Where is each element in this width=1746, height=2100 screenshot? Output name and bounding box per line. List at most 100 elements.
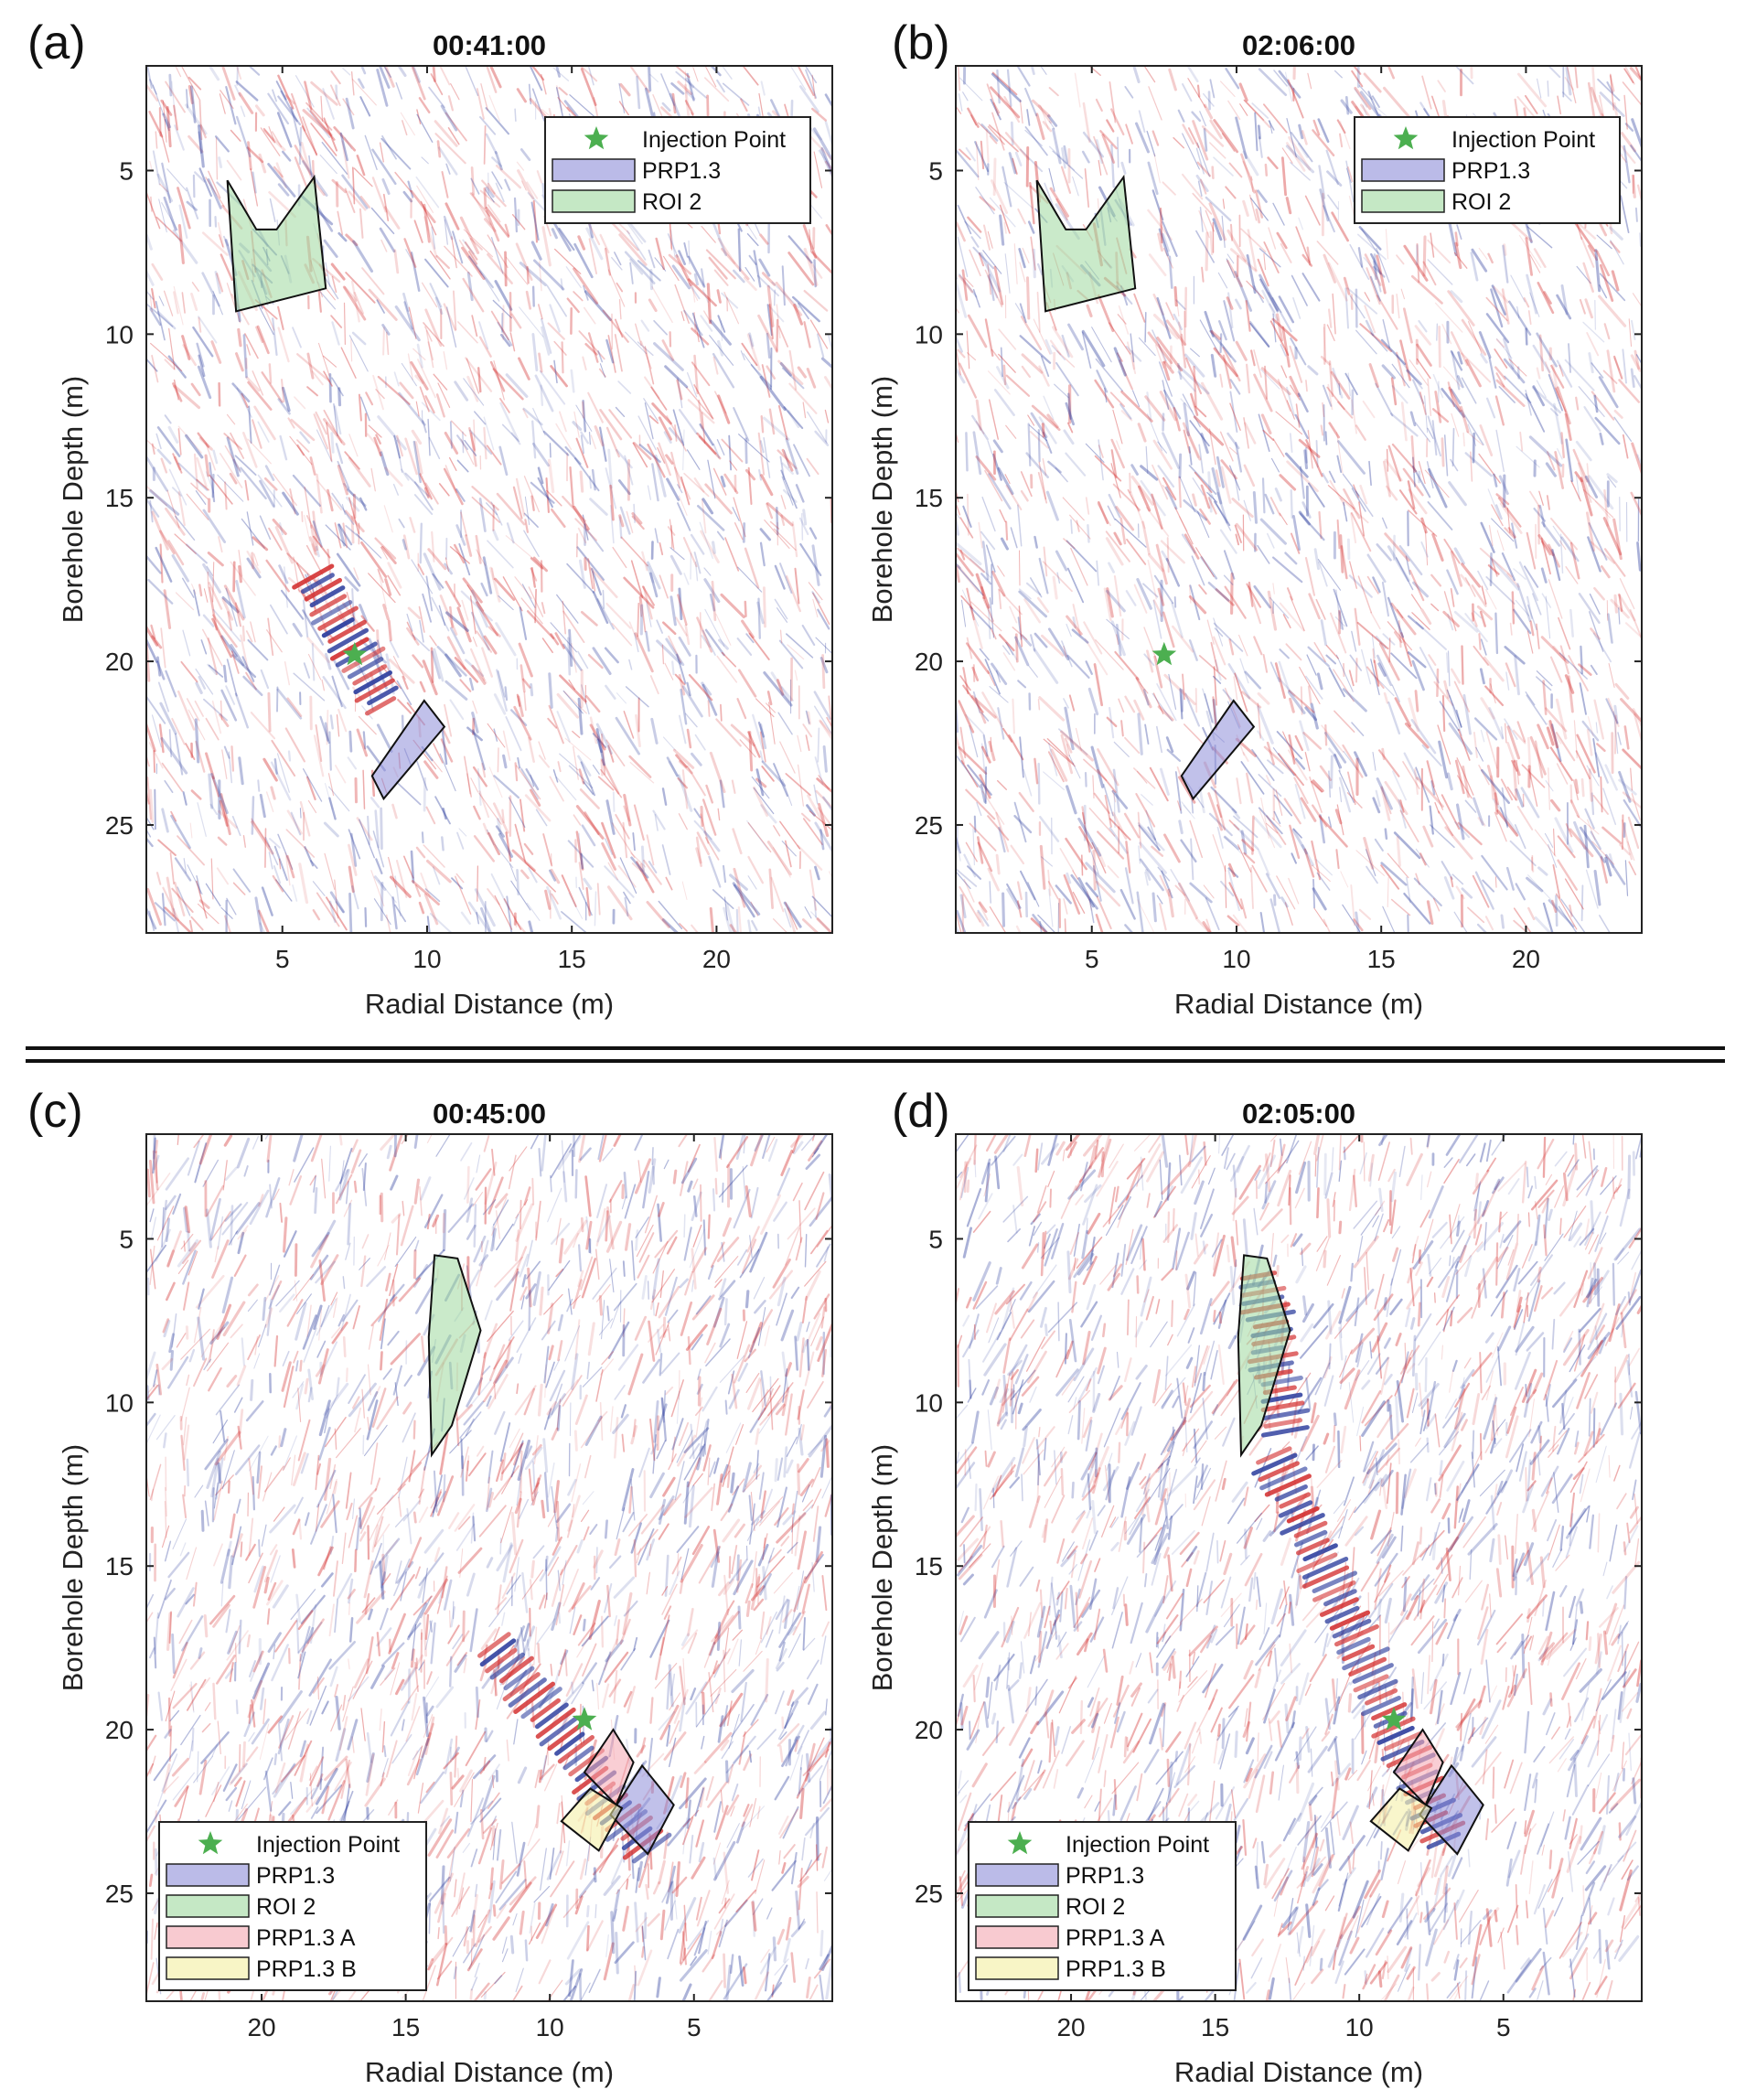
noise-streak (699, 521, 713, 560)
noise-streak (1491, 559, 1498, 577)
anomaly-streak (304, 577, 342, 602)
noise-streak (258, 305, 274, 336)
noise-streak (548, 672, 553, 709)
noise-streak (1470, 252, 1479, 282)
noise-streak (494, 151, 503, 171)
noise-streak (1156, 296, 1172, 339)
noise-streak (781, 448, 794, 472)
noise-streak (350, 70, 355, 96)
noise-streak (541, 638, 553, 654)
noise-streak (1490, 557, 1520, 591)
noise-streak (605, 467, 617, 509)
noise-streak (248, 405, 252, 444)
noise-streak (346, 488, 367, 507)
noise-streak (1212, 675, 1222, 684)
noise-streak (711, 1931, 723, 1959)
noise-streak (491, 171, 503, 190)
noise-streak (1114, 518, 1147, 548)
noise-streak (1063, 538, 1076, 550)
noise-streak (1587, 536, 1601, 573)
noise-streak (435, 393, 445, 418)
noise-streak (245, 376, 261, 392)
noise-streak (728, 434, 732, 471)
noise-streak (674, 466, 691, 500)
noise-streak (278, 858, 282, 870)
noise-streak (195, 681, 203, 695)
noise-streak (1258, 413, 1270, 453)
noise-streak (223, 915, 232, 933)
noise-streak (549, 1847, 555, 1880)
noise-streak (497, 321, 513, 347)
noise-streak (1037, 104, 1053, 124)
noise-streak (956, 566, 960, 584)
noise-streak (677, 774, 693, 812)
noise-streak (1335, 849, 1340, 870)
noise-streak (190, 482, 209, 500)
noise-streak (146, 1168, 151, 1198)
noise-streak (1264, 493, 1275, 515)
noise-streak (1213, 617, 1224, 647)
noise-streak (490, 501, 503, 526)
noise-streak (1268, 120, 1275, 131)
noise-streak (1338, 382, 1341, 395)
noise-streak (1231, 808, 1241, 820)
noise-streak (1240, 830, 1248, 855)
noise-streak (1587, 244, 1599, 262)
noise-streak (1526, 273, 1537, 315)
noise-streak (1184, 353, 1205, 378)
noise-streak (1412, 466, 1431, 498)
noise-streak (1511, 222, 1533, 242)
noise-streak (959, 549, 966, 561)
noise-streak (266, 629, 283, 653)
noise-streak (700, 315, 713, 332)
noise-streak (344, 509, 365, 533)
noise-streak (651, 286, 673, 324)
noise-streak (160, 627, 166, 669)
noise-streak (1599, 432, 1604, 445)
noise-streak (1430, 573, 1442, 587)
noise-streak (1352, 66, 1362, 75)
noise-streak (1489, 552, 1493, 586)
noise-streak (530, 683, 534, 697)
noise-streak (464, 659, 485, 678)
noise-streak (565, 1663, 584, 1698)
noise-streak (336, 605, 354, 634)
noise-streak (1555, 895, 1559, 927)
noise-streak (625, 686, 649, 708)
noise-streak (598, 368, 606, 378)
noise-streak (1200, 484, 1211, 509)
noise-streak (166, 106, 172, 148)
noise-streak (515, 920, 527, 933)
noise-streak (210, 773, 229, 815)
noise-streak (1290, 489, 1293, 519)
noise-streak (984, 269, 1003, 308)
noise-streak (1599, 273, 1626, 302)
noise-streak (164, 359, 176, 370)
noise-streak (483, 416, 495, 451)
noise-streak (1036, 596, 1050, 614)
noise-streak (1521, 764, 1546, 788)
noise-streak (275, 1280, 300, 1307)
noise-streak (359, 497, 368, 511)
noise-streak (1511, 759, 1518, 772)
noise-streak (556, 594, 579, 624)
noise-streak (1409, 359, 1429, 386)
noise-streak (1631, 793, 1641, 820)
noise-streak (1355, 911, 1361, 933)
noise-streak (778, 1850, 781, 1865)
noise-streak (1048, 742, 1058, 777)
noise-streak (1307, 646, 1330, 668)
noise-streak (1372, 576, 1381, 594)
noise-streak (578, 768, 585, 785)
noise-streak (533, 259, 565, 291)
noise-streak (652, 809, 666, 830)
noise-streak (760, 474, 774, 497)
noise-streak (331, 492, 355, 525)
noise-streak (154, 902, 176, 922)
noise-streak (1441, 437, 1445, 467)
noise-streak (766, 502, 774, 520)
noise-streak (1338, 777, 1352, 813)
noise-streak (956, 909, 967, 933)
noise-streak (1285, 145, 1315, 174)
noise-streak (1205, 209, 1215, 232)
